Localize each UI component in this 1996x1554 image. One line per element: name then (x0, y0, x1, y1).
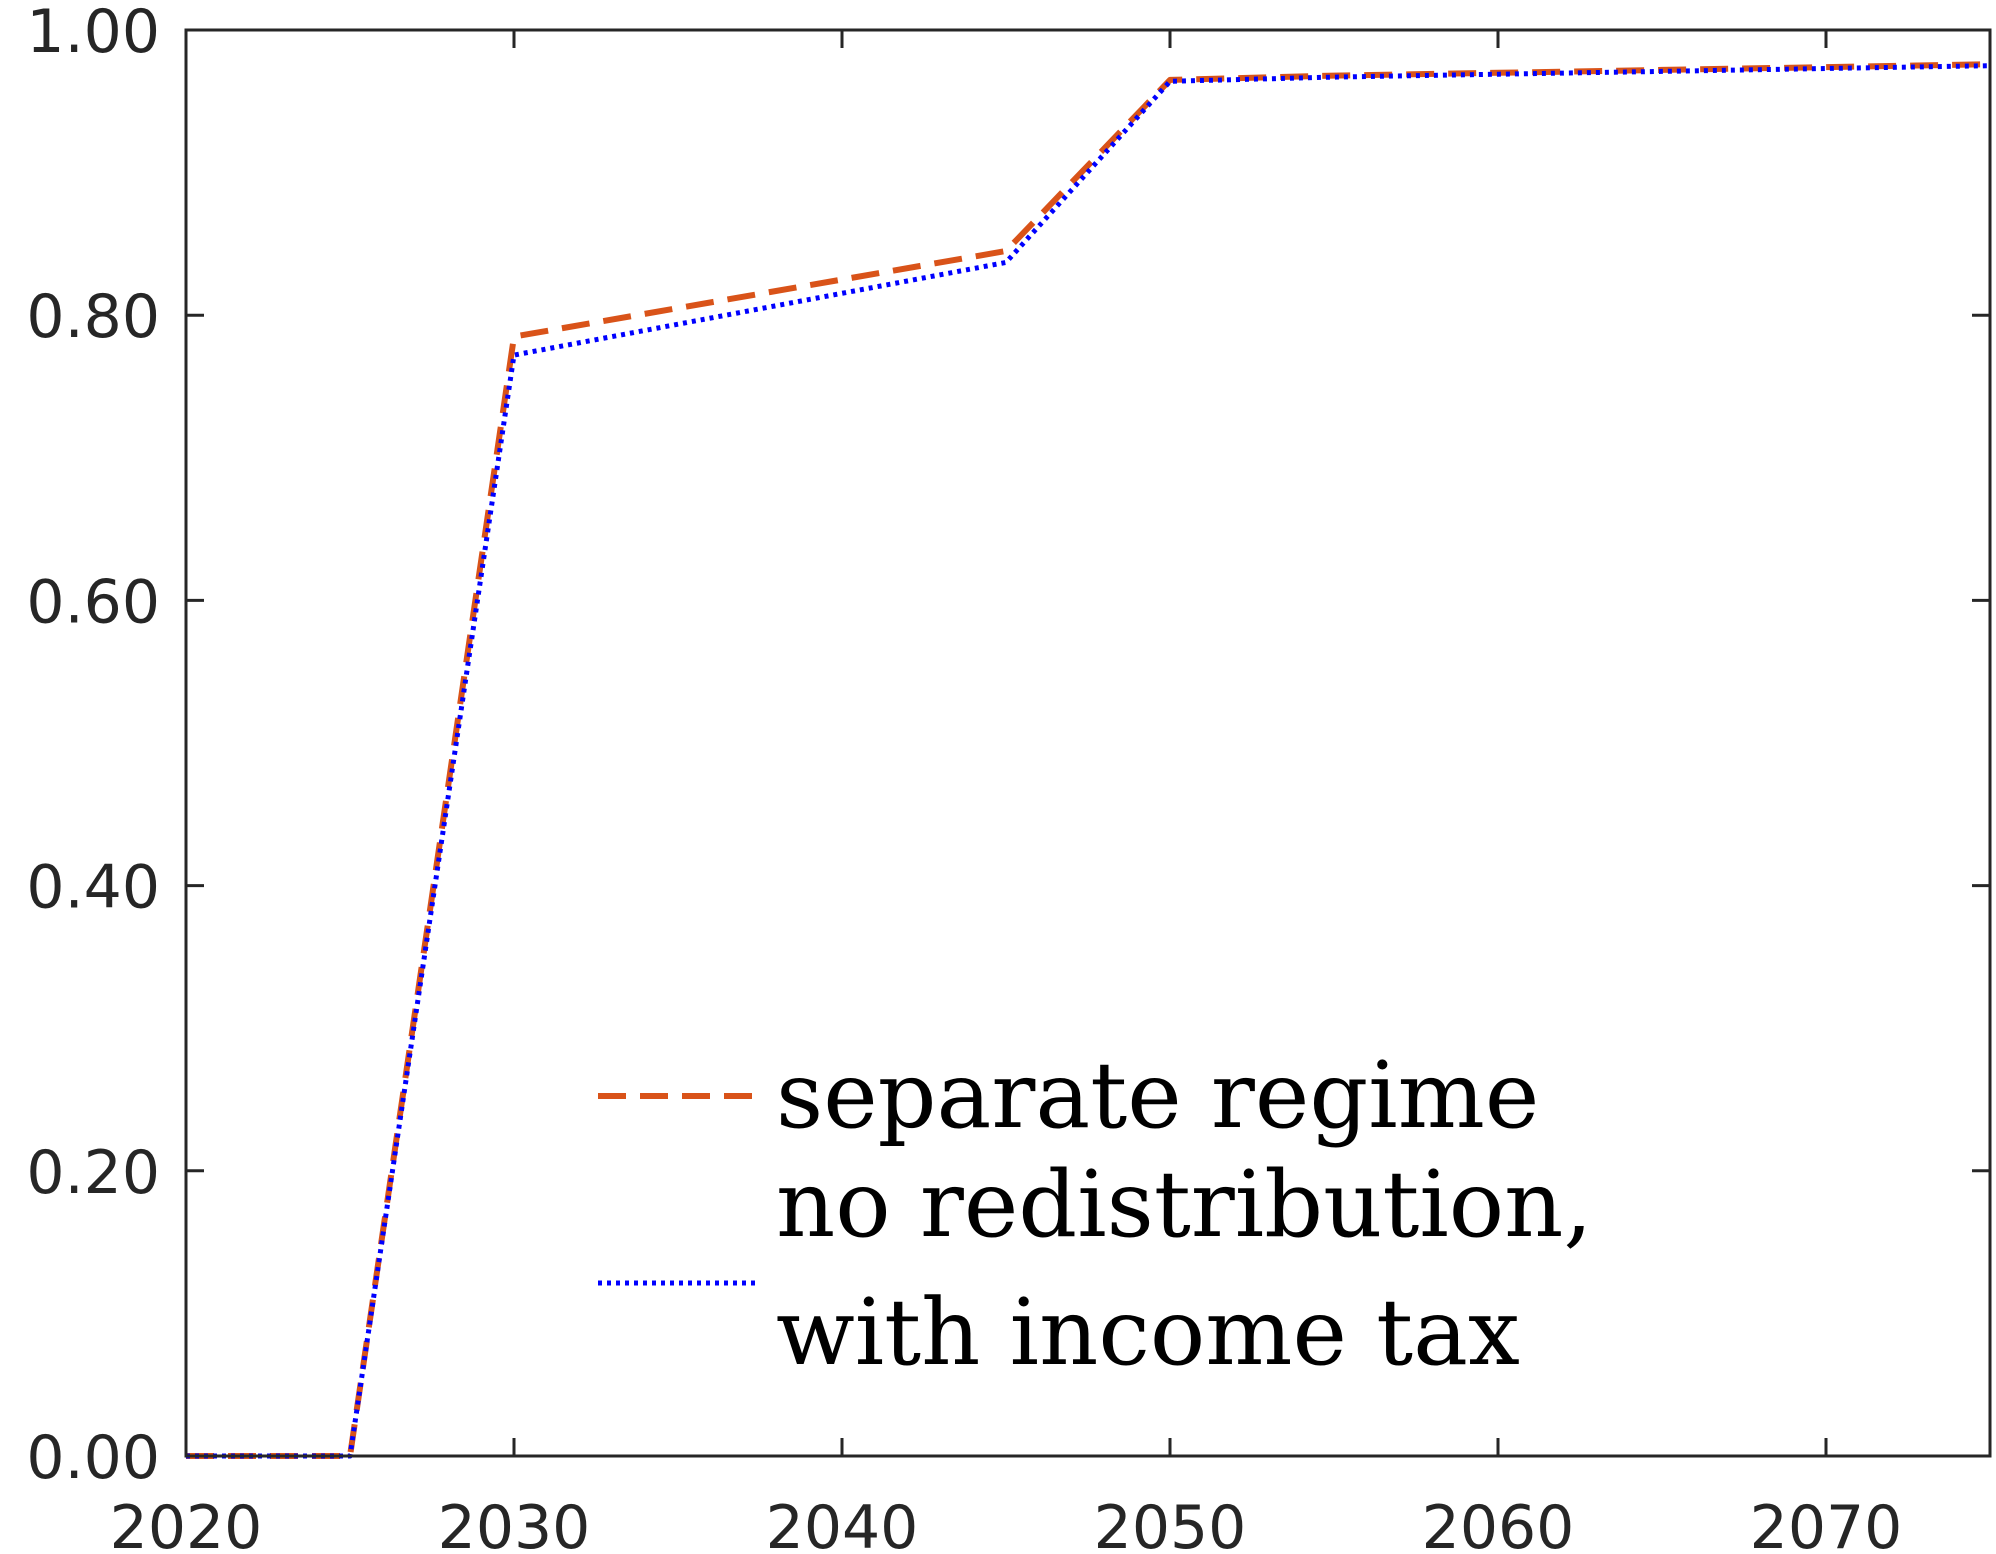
series-layer (186, 61, 1991, 1459)
legend-label-separate-regime: separate regime (776, 1042, 1539, 1149)
y-tick-label: 1.00 (26, 0, 160, 67)
legend-label-no-redistribution-line-2: with income tax (776, 1279, 1520, 1386)
y-tick-label: 0.80 (26, 282, 160, 352)
x-axis-tick-labels: 2020 2030 2040 2050 2060 2070 (110, 1493, 1903, 1554)
y-tick-label: 0.00 (26, 1423, 160, 1493)
x-tick-label: 2040 (766, 1493, 919, 1554)
plot-frame (184, 28, 1992, 1458)
x-tick-label: 2070 (1750, 1493, 1903, 1554)
y-tick-label: 0.40 (26, 853, 160, 923)
legend-label-no-redistribution-line-1: no redistribution, (776, 1151, 1593, 1258)
y-tick-label: 0.60 (26, 567, 160, 637)
x-tick-label: 2060 (1422, 1493, 1575, 1554)
legend: separate regime no redistribution, with … (598, 1042, 1593, 1386)
y-axis-tick-labels: 0.00 0.20 0.40 0.60 0.80 1.00 (26, 0, 160, 1493)
series-line-no-redistribution-with-income-tax (186, 63, 1991, 1459)
axis-ticks (184, 28, 1990, 1458)
x-tick-label: 2020 (110, 1493, 263, 1554)
y-tick-label: 0.20 (26, 1138, 160, 1208)
x-tick-label: 2050 (1094, 1493, 1247, 1554)
x-tick-label: 2030 (438, 1493, 591, 1554)
